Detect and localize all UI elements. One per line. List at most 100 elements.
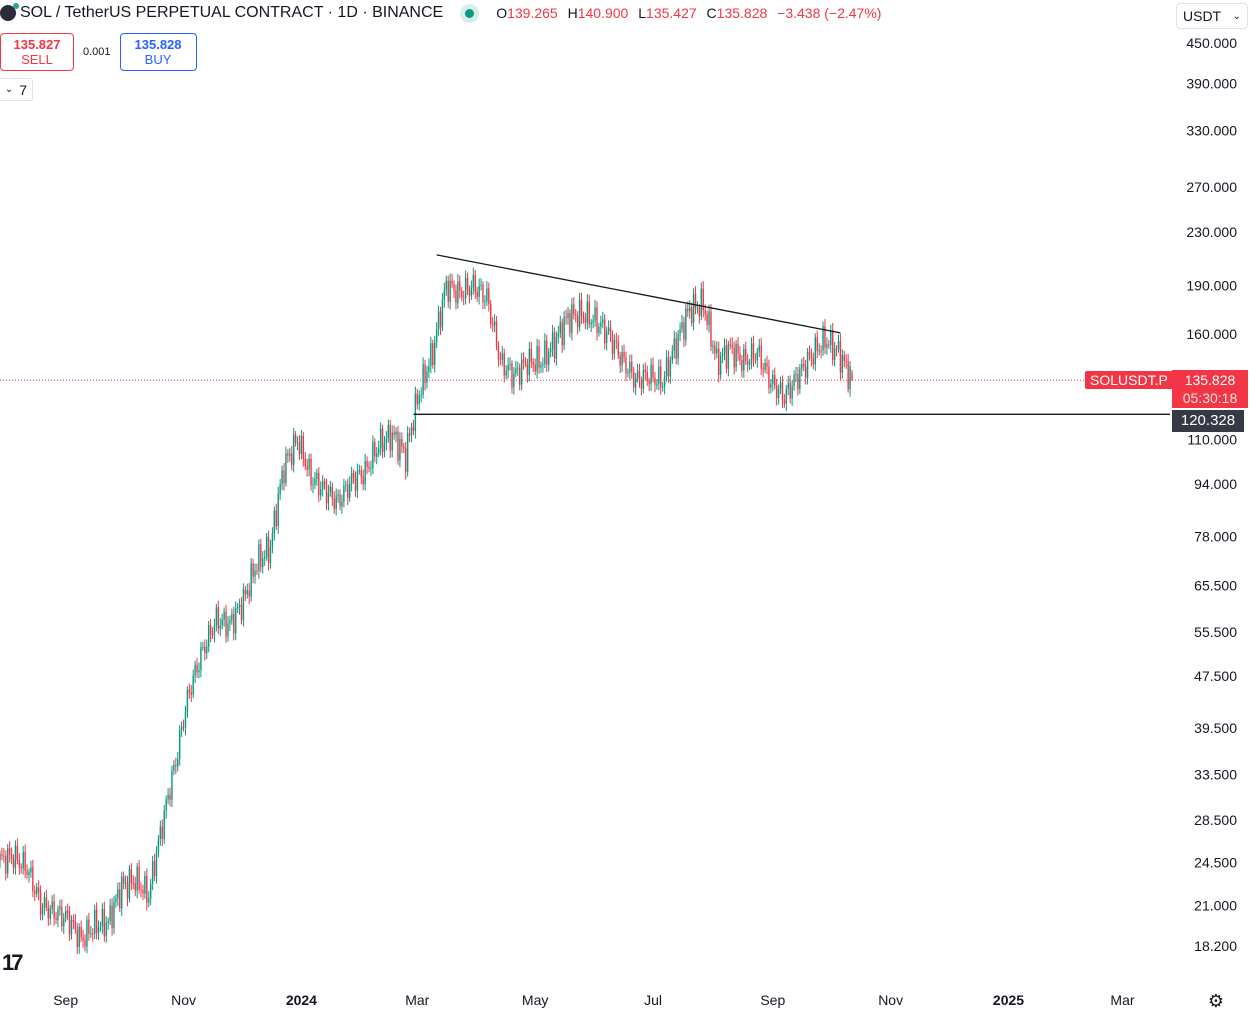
candle-body: [248, 590, 250, 597]
candle-body: [364, 461, 366, 485]
candle-body: [389, 424, 391, 451]
candle-body: [117, 889, 119, 899]
candle-body: [602, 319, 604, 323]
candle-body: [764, 362, 766, 370]
x-tick-label: Nov: [878, 992, 903, 1008]
candle-body: [132, 882, 135, 884]
currency-select[interactable]: USDT ⌄: [1176, 3, 1248, 29]
candle-body: [772, 374, 774, 384]
candle-body: [175, 764, 177, 767]
candle-body: [412, 426, 415, 431]
current-price: 135.828: [1184, 372, 1236, 388]
candle-body: [188, 689, 191, 693]
candle-body: [706, 314, 708, 325]
candle-body: [737, 343, 739, 354]
candle-body: [331, 486, 334, 499]
candle-body: [57, 909, 59, 921]
candle-body: [551, 332, 554, 349]
candle-body: [638, 370, 641, 381]
candle-body: [721, 353, 724, 357]
candle-body: [229, 620, 231, 624]
candle-body: [285, 453, 287, 484]
candle-body: [694, 293, 697, 309]
candle-body: [833, 348, 836, 361]
candle-body: [464, 278, 467, 299]
sell-button[interactable]: 135.827 SELL: [0, 33, 74, 71]
candle-body: [403, 446, 405, 449]
x-tick-label: Sep: [53, 992, 78, 1008]
candle-body: [410, 426, 413, 436]
candle-body: [490, 303, 492, 324]
candle-body: [480, 285, 482, 287]
gear-icon[interactable]: ⚙: [1207, 991, 1224, 1011]
candle-body: [634, 378, 637, 388]
candle-body: [122, 876, 125, 884]
candle-body: [298, 442, 301, 454]
candle-body: [254, 570, 256, 577]
candle-body: [532, 362, 534, 365]
candle-body: [163, 811, 165, 840]
candle-body: [843, 355, 845, 362]
candle-body: [321, 481, 324, 489]
candle-body: [165, 799, 167, 812]
candle-body: [420, 394, 422, 396]
candle-body: [192, 675, 194, 695]
spread-value: 0.001: [83, 46, 111, 58]
candle-body: [316, 472, 318, 479]
y-tick-label: 21.000: [1194, 898, 1237, 914]
candle-body: [658, 366, 660, 384]
candle-body: [578, 299, 581, 328]
candle-body: [488, 288, 490, 304]
symbol-title[interactable]: SOL / TetherUS PERPETUAL CONTRACT · 1D ·…: [20, 4, 444, 21]
candle-body: [522, 359, 525, 363]
candle-body: [59, 906, 61, 910]
candle-body: [171, 770, 173, 800]
candle-body: [716, 348, 718, 354]
candle-body: [766, 362, 768, 367]
candle-body: [34, 891, 36, 894]
candle-body: [648, 381, 650, 384]
y-tick-label: 47.500: [1194, 668, 1237, 684]
candle-body: [505, 370, 507, 376]
candle-body: [18, 860, 21, 868]
candle-body: [439, 311, 442, 328]
candle-body: [238, 604, 241, 608]
candle-body: [544, 340, 546, 365]
candle-body: [623, 351, 625, 358]
candle-body: [343, 485, 345, 502]
candle-body: [414, 393, 417, 431]
candle-body: [20, 867, 22, 869]
indicators-toggle-button[interactable]: ⌄ 7: [0, 78, 33, 101]
candle-body: [28, 872, 30, 875]
candle-body: [567, 312, 569, 318]
candle-body: [636, 370, 639, 379]
candle-body: [839, 341, 842, 373]
candle-body: [169, 794, 171, 800]
candle-body: [611, 334, 614, 354]
candle-body: [462, 297, 465, 299]
candle-body: [211, 634, 214, 636]
market-status-icon[interactable]: [465, 8, 475, 18]
candle-body: [144, 875, 146, 894]
candle-body: [718, 348, 720, 375]
low-label: L: [638, 5, 647, 21]
buy-button[interactable]: 135.828 BUY: [119, 33, 197, 71]
candle-body: [619, 355, 621, 366]
candle-body: [200, 647, 202, 670]
candle-body: [30, 867, 32, 873]
candle-body: [845, 361, 847, 363]
candle-body: [178, 729, 181, 760]
candle-body: [206, 646, 208, 654]
candle-body: [679, 329, 681, 334]
candle-body: [457, 281, 459, 304]
candle-body: [632, 372, 635, 388]
tradingview-logo[interactable]: 17: [2, 950, 24, 975]
candle-body: [314, 478, 316, 485]
candle-body: [663, 376, 666, 387]
candle-body: [557, 333, 560, 337]
candle-body: [252, 563, 254, 577]
candle-body: [540, 365, 542, 368]
candle-body: [130, 869, 133, 883]
low-value: 135.427: [646, 5, 697, 21]
